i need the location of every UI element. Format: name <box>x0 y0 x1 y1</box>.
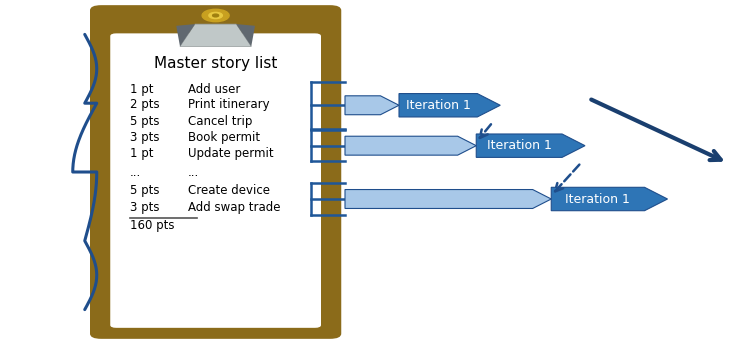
Polygon shape <box>399 94 500 117</box>
Polygon shape <box>345 190 551 208</box>
Polygon shape <box>176 24 195 46</box>
FancyBboxPatch shape <box>110 33 321 328</box>
Text: Create device: Create device <box>188 184 269 197</box>
Text: ...: ... <box>130 165 141 179</box>
Polygon shape <box>476 134 585 158</box>
Text: Add user: Add user <box>188 83 240 96</box>
Text: Iteration 1: Iteration 1 <box>487 139 551 152</box>
Circle shape <box>209 12 222 19</box>
Text: 5 pts: 5 pts <box>130 115 159 128</box>
Text: Iteration 1: Iteration 1 <box>566 193 630 205</box>
Text: Add swap trade: Add swap trade <box>188 201 280 214</box>
Text: 3 pts: 3 pts <box>130 201 159 214</box>
Text: Iteration 1: Iteration 1 <box>406 99 470 112</box>
Polygon shape <box>345 136 476 155</box>
FancyBboxPatch shape <box>90 5 341 339</box>
Polygon shape <box>236 24 255 46</box>
Polygon shape <box>345 96 399 115</box>
Text: Master story list: Master story list <box>154 56 278 71</box>
Text: 1 pt: 1 pt <box>130 147 153 160</box>
Text: 160 pts: 160 pts <box>130 219 174 232</box>
Text: ...: ... <box>188 165 199 179</box>
Text: Print itinerary: Print itinerary <box>188 98 269 111</box>
Text: Update permit: Update permit <box>188 147 273 160</box>
Text: 3 pts: 3 pts <box>130 131 159 144</box>
Text: Cancel trip: Cancel trip <box>188 115 252 128</box>
Circle shape <box>202 9 229 22</box>
Text: Book permit: Book permit <box>188 131 260 144</box>
Polygon shape <box>180 24 251 46</box>
Text: 2 pts: 2 pts <box>130 98 159 111</box>
Circle shape <box>213 14 218 17</box>
Polygon shape <box>551 187 668 211</box>
Text: 1 pt: 1 pt <box>130 83 153 96</box>
Text: 5 pts: 5 pts <box>130 184 159 197</box>
